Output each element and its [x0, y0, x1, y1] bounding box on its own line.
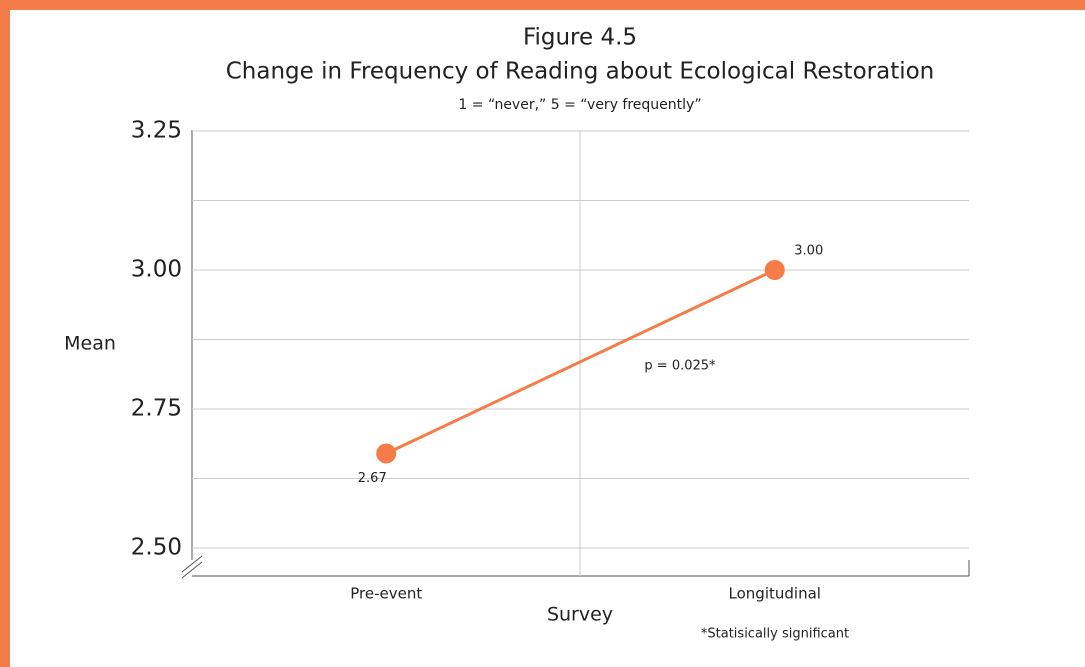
y-tick-label: 3.25 — [131, 118, 182, 144]
x-axis-label: Survey — [547, 604, 613, 626]
line — [385, 268, 776, 455]
footnote: *Statisically significant — [701, 627, 849, 642]
axis-break — [181, 561, 203, 579]
x-tick-label: Pre-event — [350, 585, 422, 603]
data-label: 2.67 — [358, 471, 387, 486]
axis-break — [181, 555, 203, 573]
figure-label: Figure 4.5 — [523, 25, 637, 51]
frame-left — [0, 0, 10, 667]
point — [764, 260, 785, 280]
point — [376, 443, 397, 464]
annotation: p = 0.025* — [644, 359, 716, 374]
y-tick-label: 2.50 — [131, 535, 182, 561]
data-label: 3.00 — [794, 244, 823, 259]
chart-title: Change in Frequency of Reading about Eco… — [226, 59, 935, 85]
chart-subtitle: 1 = “never,” 5 = “very frequently” — [458, 97, 701, 113]
frame-top — [0, 0, 1085, 10]
x-tick-label: Longitudinal — [729, 585, 821, 603]
y-tick-label: 3.00 — [131, 257, 182, 283]
y-tick-label: 2.75 — [131, 396, 182, 422]
y-axis-label: Mean — [64, 333, 116, 355]
